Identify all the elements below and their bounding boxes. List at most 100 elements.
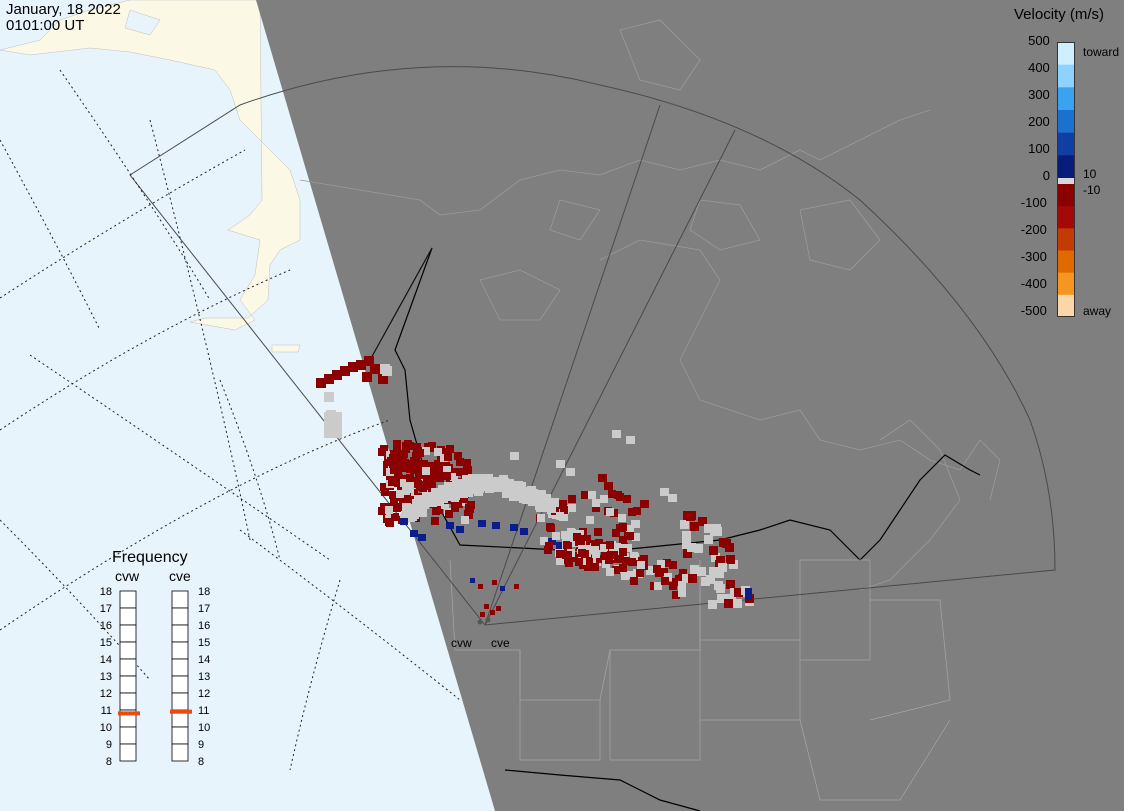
scatter-cell xyxy=(606,568,614,576)
lat-lon-grid xyxy=(0,69,461,771)
scatter-cell xyxy=(510,452,519,460)
scatter-cell xyxy=(711,553,720,562)
scatter-cell xyxy=(704,535,713,544)
frequency-scale-label: 13 xyxy=(198,671,210,683)
scatter-cell xyxy=(470,578,475,583)
frequency-scale-label: 18 xyxy=(100,586,112,598)
scatter-cell xyxy=(592,550,600,558)
scatter-cell xyxy=(619,536,627,544)
velocity-tick-label: -500 xyxy=(1020,303,1047,318)
scatter-cell xyxy=(556,550,564,558)
scatter-cell xyxy=(733,599,742,608)
scatter-cell xyxy=(556,512,564,520)
scatter-cell xyxy=(378,448,386,456)
scatter-cell xyxy=(399,464,407,472)
scatter-cell xyxy=(540,537,548,545)
frequency-scale-label: 17 xyxy=(100,603,112,615)
scatter-cell xyxy=(316,378,326,388)
scatter-cell xyxy=(729,560,738,569)
scatter-cell xyxy=(548,538,556,545)
scatter-cell xyxy=(628,558,636,566)
scatter-cell xyxy=(423,475,431,483)
scatter-cell xyxy=(517,482,526,491)
frequency-gauge-cell xyxy=(171,624,189,643)
velocity-tick-label: 200 xyxy=(1028,114,1050,129)
scatter-cell xyxy=(636,569,644,577)
scatter-cell xyxy=(380,483,388,491)
scatter-cell xyxy=(726,580,735,589)
scatter-cell xyxy=(446,522,454,529)
legend-tick-neg10: -10 xyxy=(1083,183,1101,197)
scatter-cell xyxy=(424,493,433,502)
scatter-cell xyxy=(680,520,689,529)
scatter-cell xyxy=(461,516,469,524)
scatter-cell xyxy=(647,566,655,574)
frequency-scale-label: 10 xyxy=(100,722,112,734)
scatter-cell xyxy=(480,612,485,617)
scatter-cell xyxy=(370,364,380,374)
velocity-tick-label: -100 xyxy=(1020,195,1047,210)
frequency-gauge-cell xyxy=(119,641,137,660)
scatter-cell xyxy=(464,488,473,497)
frequency-gauge-cell xyxy=(119,624,137,643)
scatter-cell xyxy=(445,510,453,518)
radar-label-cvw: cvw xyxy=(451,636,472,650)
scatter-cell xyxy=(560,506,568,514)
scatter-cell xyxy=(451,504,459,512)
scatter-cell xyxy=(422,467,430,475)
scatter-cell xyxy=(490,610,495,615)
scatter-cell xyxy=(716,556,725,565)
velocity-tick-label: -300 xyxy=(1020,249,1047,264)
scatter-cell xyxy=(410,463,418,471)
velocity-tick-label: -200 xyxy=(1020,222,1047,237)
radar-site-cvw xyxy=(477,619,483,625)
scatter-cell xyxy=(612,430,621,438)
scatter-cell xyxy=(463,464,471,472)
velocity-tick-label: 400 xyxy=(1028,60,1050,75)
scatter-cell xyxy=(710,526,719,535)
scatter-cell xyxy=(657,560,665,568)
velocity-tick-label: 0 xyxy=(1042,168,1050,183)
frequency-scale-label: 14 xyxy=(198,654,210,666)
frequency-gauge-cell xyxy=(119,726,137,745)
scatter-cell xyxy=(626,436,635,444)
night-region xyxy=(256,0,1124,811)
colorbar-frame xyxy=(1057,42,1075,317)
scatter-cell xyxy=(492,580,497,585)
scatter-cell xyxy=(478,520,486,527)
colorbar-segment xyxy=(1057,42,1075,66)
scatter-cell xyxy=(443,472,451,480)
scatter-cell xyxy=(332,370,342,380)
scatter-cell xyxy=(543,498,551,506)
scatter-cell xyxy=(630,577,638,585)
scatter-cell xyxy=(612,566,620,574)
frequency-gauge-cell xyxy=(119,675,137,694)
scatter-cell xyxy=(688,574,697,583)
fov-dark-beam xyxy=(369,247,433,361)
country-borders xyxy=(394,247,981,811)
scatter-cell xyxy=(592,504,600,512)
colorbar-segment xyxy=(1057,228,1075,251)
scatter-cell xyxy=(679,569,687,577)
scatter-cell xyxy=(605,556,613,564)
scatter-cell xyxy=(403,493,411,501)
scatter-cell xyxy=(612,529,620,537)
colorbar-segment xyxy=(1057,272,1075,296)
scatter-cell xyxy=(385,506,393,514)
scatter-cell xyxy=(690,565,699,574)
frequency-gauge-cell xyxy=(171,641,189,660)
scatter-cell xyxy=(500,586,505,591)
scatter-cell xyxy=(431,517,439,525)
scatter-cells xyxy=(316,356,754,617)
scatter-cell xyxy=(616,555,624,563)
frequency-scale-label: 12 xyxy=(198,688,210,700)
scatter-cell xyxy=(456,458,464,466)
scatter-cell xyxy=(428,481,436,489)
scatter-cell xyxy=(613,543,621,551)
colorbar-ground-band xyxy=(1057,178,1075,184)
colorbar-segment xyxy=(1057,206,1075,229)
velocity-colorbar xyxy=(1057,42,1075,317)
scatter-cell xyxy=(631,520,639,528)
scatter-cell xyxy=(391,513,399,521)
state-borders xyxy=(449,559,951,801)
